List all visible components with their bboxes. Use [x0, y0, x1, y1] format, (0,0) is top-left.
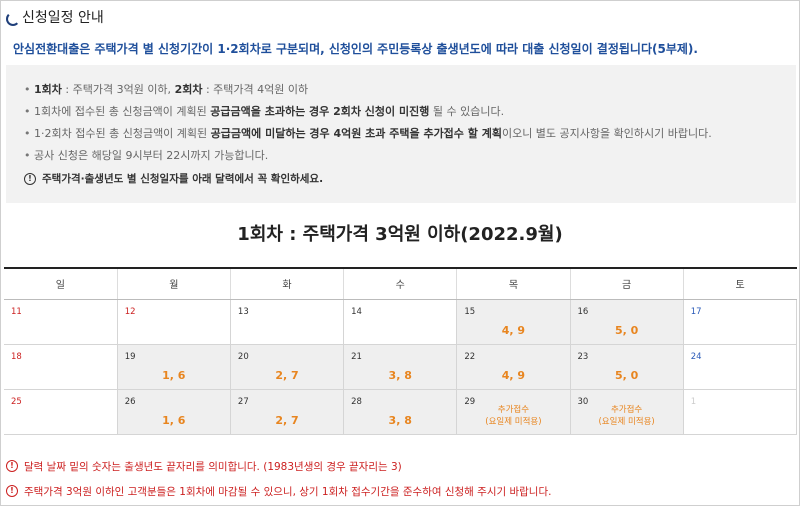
calendar-day-cell: 24: [682, 343, 798, 390]
birth-year-digits: 4, 9: [501, 323, 526, 337]
calendar-day-cell: 26 1, 6: [116, 388, 231, 435]
birth-year-digits: 4, 9: [501, 368, 526, 382]
day-number: 1: [690, 396, 697, 407]
day-number: 19: [124, 351, 136, 362]
day-number: 23: [577, 351, 589, 362]
birth-year-digits: 2, 7: [275, 368, 299, 382]
calendar-day-cell: 20 2, 7: [229, 343, 345, 390]
calendar-day-cell: 23 5, 0: [569, 343, 684, 390]
extra-application-note: (요일제 미적용): [598, 416, 655, 427]
day-number: 18: [11, 351, 22, 362]
calendar-title: 1회차 : 주택가격 3억원 이하(2022.9월): [237, 224, 563, 245]
day-number: 12: [124, 306, 136, 317]
calendar-week-row: 25 26 1, 6 27 2, 7 28 3, 8 29 추가접수 (요일제 미적용) 30 추가접…: [4, 388, 798, 435]
calendar-day-cell: 11: [4, 298, 118, 345]
weekday-thu: 목: [456, 267, 571, 300]
calendar-day-cell: 22 4, 9: [456, 343, 571, 390]
extra-application-label: 추가접수 (요일제 미적용): [571, 404, 683, 428]
birth-year-digits: 5, 0: [614, 368, 639, 382]
extra-application-title: 추가접수: [497, 404, 530, 415]
birth-year-digits: 5, 0: [614, 323, 639, 337]
calendar-week-row: 11 12 13 14 15 4, 9 16 5, 0 17: [4, 298, 798, 345]
calendar-day-cell: 17: [682, 298, 798, 345]
section-header: 신청일정 안내: [6, 6, 104, 28]
day-number: 20: [237, 351, 249, 362]
calendar-body: 11 12 13 14 15 4, 9 16 5, 0 17 18 19 1, 6 20 2, 7 21 3,…: [4, 298, 798, 435]
day-number: 14: [351, 306, 362, 317]
section-mark-icon: [6, 12, 20, 26]
day-number: 13: [237, 306, 249, 317]
day-number: 22: [464, 351, 476, 362]
calendar-week-row: 18 19 1, 6 20 2, 7 21 3, 8 22 4, 9 23 5, 0 24: [4, 343, 798, 390]
calendar-day-cell: 28 3, 8: [343, 388, 458, 435]
calendar-day-cell: 16 5, 0: [569, 298, 684, 345]
calendar-day-cell: 1: [682, 388, 798, 435]
calendar-day-cell: 14: [343, 298, 458, 345]
calendar-day-cell: 25: [4, 388, 118, 435]
info-item-hours: 공사 신청은 해당일 9시부터 22시까지 가능합니다.: [24, 145, 796, 167]
calendar-day-cell: 19 1, 6: [116, 343, 231, 390]
birth-year-digits: 1, 6: [162, 368, 186, 382]
notes: ! 달력 날짜 밑의 숫자는 출생년도 끝자리를 의미합니다. (1983년생의…: [6, 458, 796, 506]
weekday-sat: 토: [682, 267, 797, 300]
calendar-day-cell: 13: [229, 298, 345, 345]
day-number: 24: [690, 351, 702, 362]
day-number: 25: [11, 396, 22, 407]
exclamation-icon: !: [6, 460, 18, 472]
day-number: 11: [11, 306, 22, 317]
weekday-wed: 수: [343, 267, 457, 300]
day-number: 26: [124, 396, 136, 407]
day-number: 27: [237, 396, 249, 407]
application-calendar: 일 월 화 수 목 금 토 11 12 13 14 15 4, 9 16 5, 0 17 18 19…: [4, 267, 798, 435]
section-title: 신청일정 안내: [22, 10, 104, 26]
birth-year-digits: 3, 8: [388, 413, 412, 427]
extra-application-label: 추가접수 (요일제 미적용): [457, 404, 569, 428]
weekday-sun: 일: [4, 267, 118, 300]
info-item-shortfall: 1·2회차 접수된 총 신청금액이 계획된 공급금액에 미달하는 경우 4억원 …: [24, 123, 796, 145]
day-number: 29: [464, 396, 476, 407]
note-round1-deadline: ! 주택가격 3억원 이하인 고객분들은 1회차에 마감될 수 있으니, 상기 …: [6, 483, 796, 499]
extra-application-note: (요일제 미적용): [485, 416, 542, 427]
extra-application-title: 추가접수: [610, 404, 643, 415]
day-number: 30: [577, 396, 589, 407]
intro-text: 안심전환대출은 주택가격 별 신청기간이 1·2회차로 구분되며, 신청인의 주…: [13, 42, 698, 56]
exclamation-icon: !: [24, 172, 36, 185]
weekday-fri: 금: [569, 267, 684, 300]
info-item-exceed: 1회차에 접수된 총 신청금액이 계획된 공급금액을 초과하는 경우 2회차 신…: [24, 101, 796, 123]
calendar-day-cell: 12: [116, 298, 231, 345]
day-number: 21: [351, 351, 362, 362]
birth-year-digits: 2, 7: [275, 413, 299, 427]
day-number: 16: [577, 306, 589, 317]
weekday-header-row: 일 월 화 수 목 금 토: [4, 267, 797, 300]
calendar-day-cell: 15 4, 9: [456, 298, 571, 345]
calendar-day-cell: 30 추가접수 (요일제 미적용): [569, 388, 684, 435]
calendar-day-cell: 29 추가접수 (요일제 미적용): [456, 388, 571, 435]
calendar-day-cell: 21 3, 8: [343, 343, 458, 390]
info-item-rounds: 1회차 : 주택가격 3억원 이하, 2회차 : 주택가격 4억원 이하: [24, 79, 796, 101]
calendar-day-cell: 18: [4, 343, 118, 390]
day-number: 15: [464, 306, 476, 317]
birth-year-digits: 1, 6: [162, 413, 186, 427]
weekday-mon: 월: [116, 267, 231, 300]
exclamation-icon: !: [6, 485, 18, 497]
day-number: 28: [351, 396, 362, 407]
birth-year-digits: 3, 8: [388, 368, 412, 382]
caution-note: ! 주택가격·출생년도 별 신청일자를 아래 달력에서 꼭 확인하세요.: [24, 171, 796, 186]
info-box: 1회차 : 주택가격 3억원 이하, 2회차 : 주택가격 4억원 이하 1회차…: [6, 65, 796, 203]
day-number: 17: [690, 306, 702, 317]
calendar-day-cell: 27 2, 7: [229, 388, 345, 435]
note-birth-digit: ! 달력 날짜 밑의 숫자는 출생년도 끝자리를 의미합니다. (1983년생의…: [6, 458, 796, 474]
info-list: 1회차 : 주택가격 3억원 이하, 2회차 : 주택가격 4억원 이하 1회차…: [24, 79, 796, 167]
weekday-tue: 화: [229, 267, 344, 300]
